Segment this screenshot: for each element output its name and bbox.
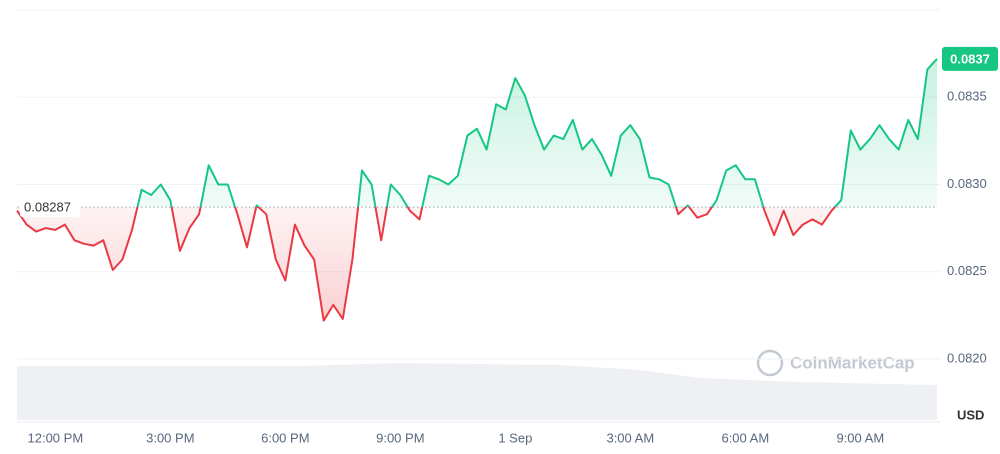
watermark: CoinMarketCap xyxy=(756,349,915,377)
x-tick-label: 6:00 AM xyxy=(721,430,769,445)
x-tick-label: 12:00 PM xyxy=(28,430,84,445)
currency-label: USD xyxy=(957,407,984,422)
reference-label: 0.08287 xyxy=(24,200,71,215)
y-tick-label: 0.0820 xyxy=(947,350,987,365)
watermark-icon xyxy=(756,349,784,377)
x-tick-label: 9:00 PM xyxy=(376,430,424,445)
x-tick-label: 6:00 PM xyxy=(261,430,309,445)
current-price-box xyxy=(942,46,998,71)
x-tick-label: 1 Sep xyxy=(498,430,532,445)
x-tick-label: 9:00 AM xyxy=(836,430,884,445)
y-tick-label: 0.0830 xyxy=(947,176,987,191)
current-price-label: 0.0837 xyxy=(950,51,990,66)
area xyxy=(17,58,937,321)
x-tick-label: 3:00 AM xyxy=(606,430,654,445)
watermark-text: CoinMarketCap xyxy=(790,353,915,372)
y-tick-label: 0.0825 xyxy=(947,263,987,278)
reference-label-bg xyxy=(20,197,80,218)
x-tick-label: 3:00 PM xyxy=(146,430,194,445)
y-tick-label: 0.0835 xyxy=(947,89,987,104)
volume-area xyxy=(17,363,937,420)
price-line xyxy=(16,58,938,322)
